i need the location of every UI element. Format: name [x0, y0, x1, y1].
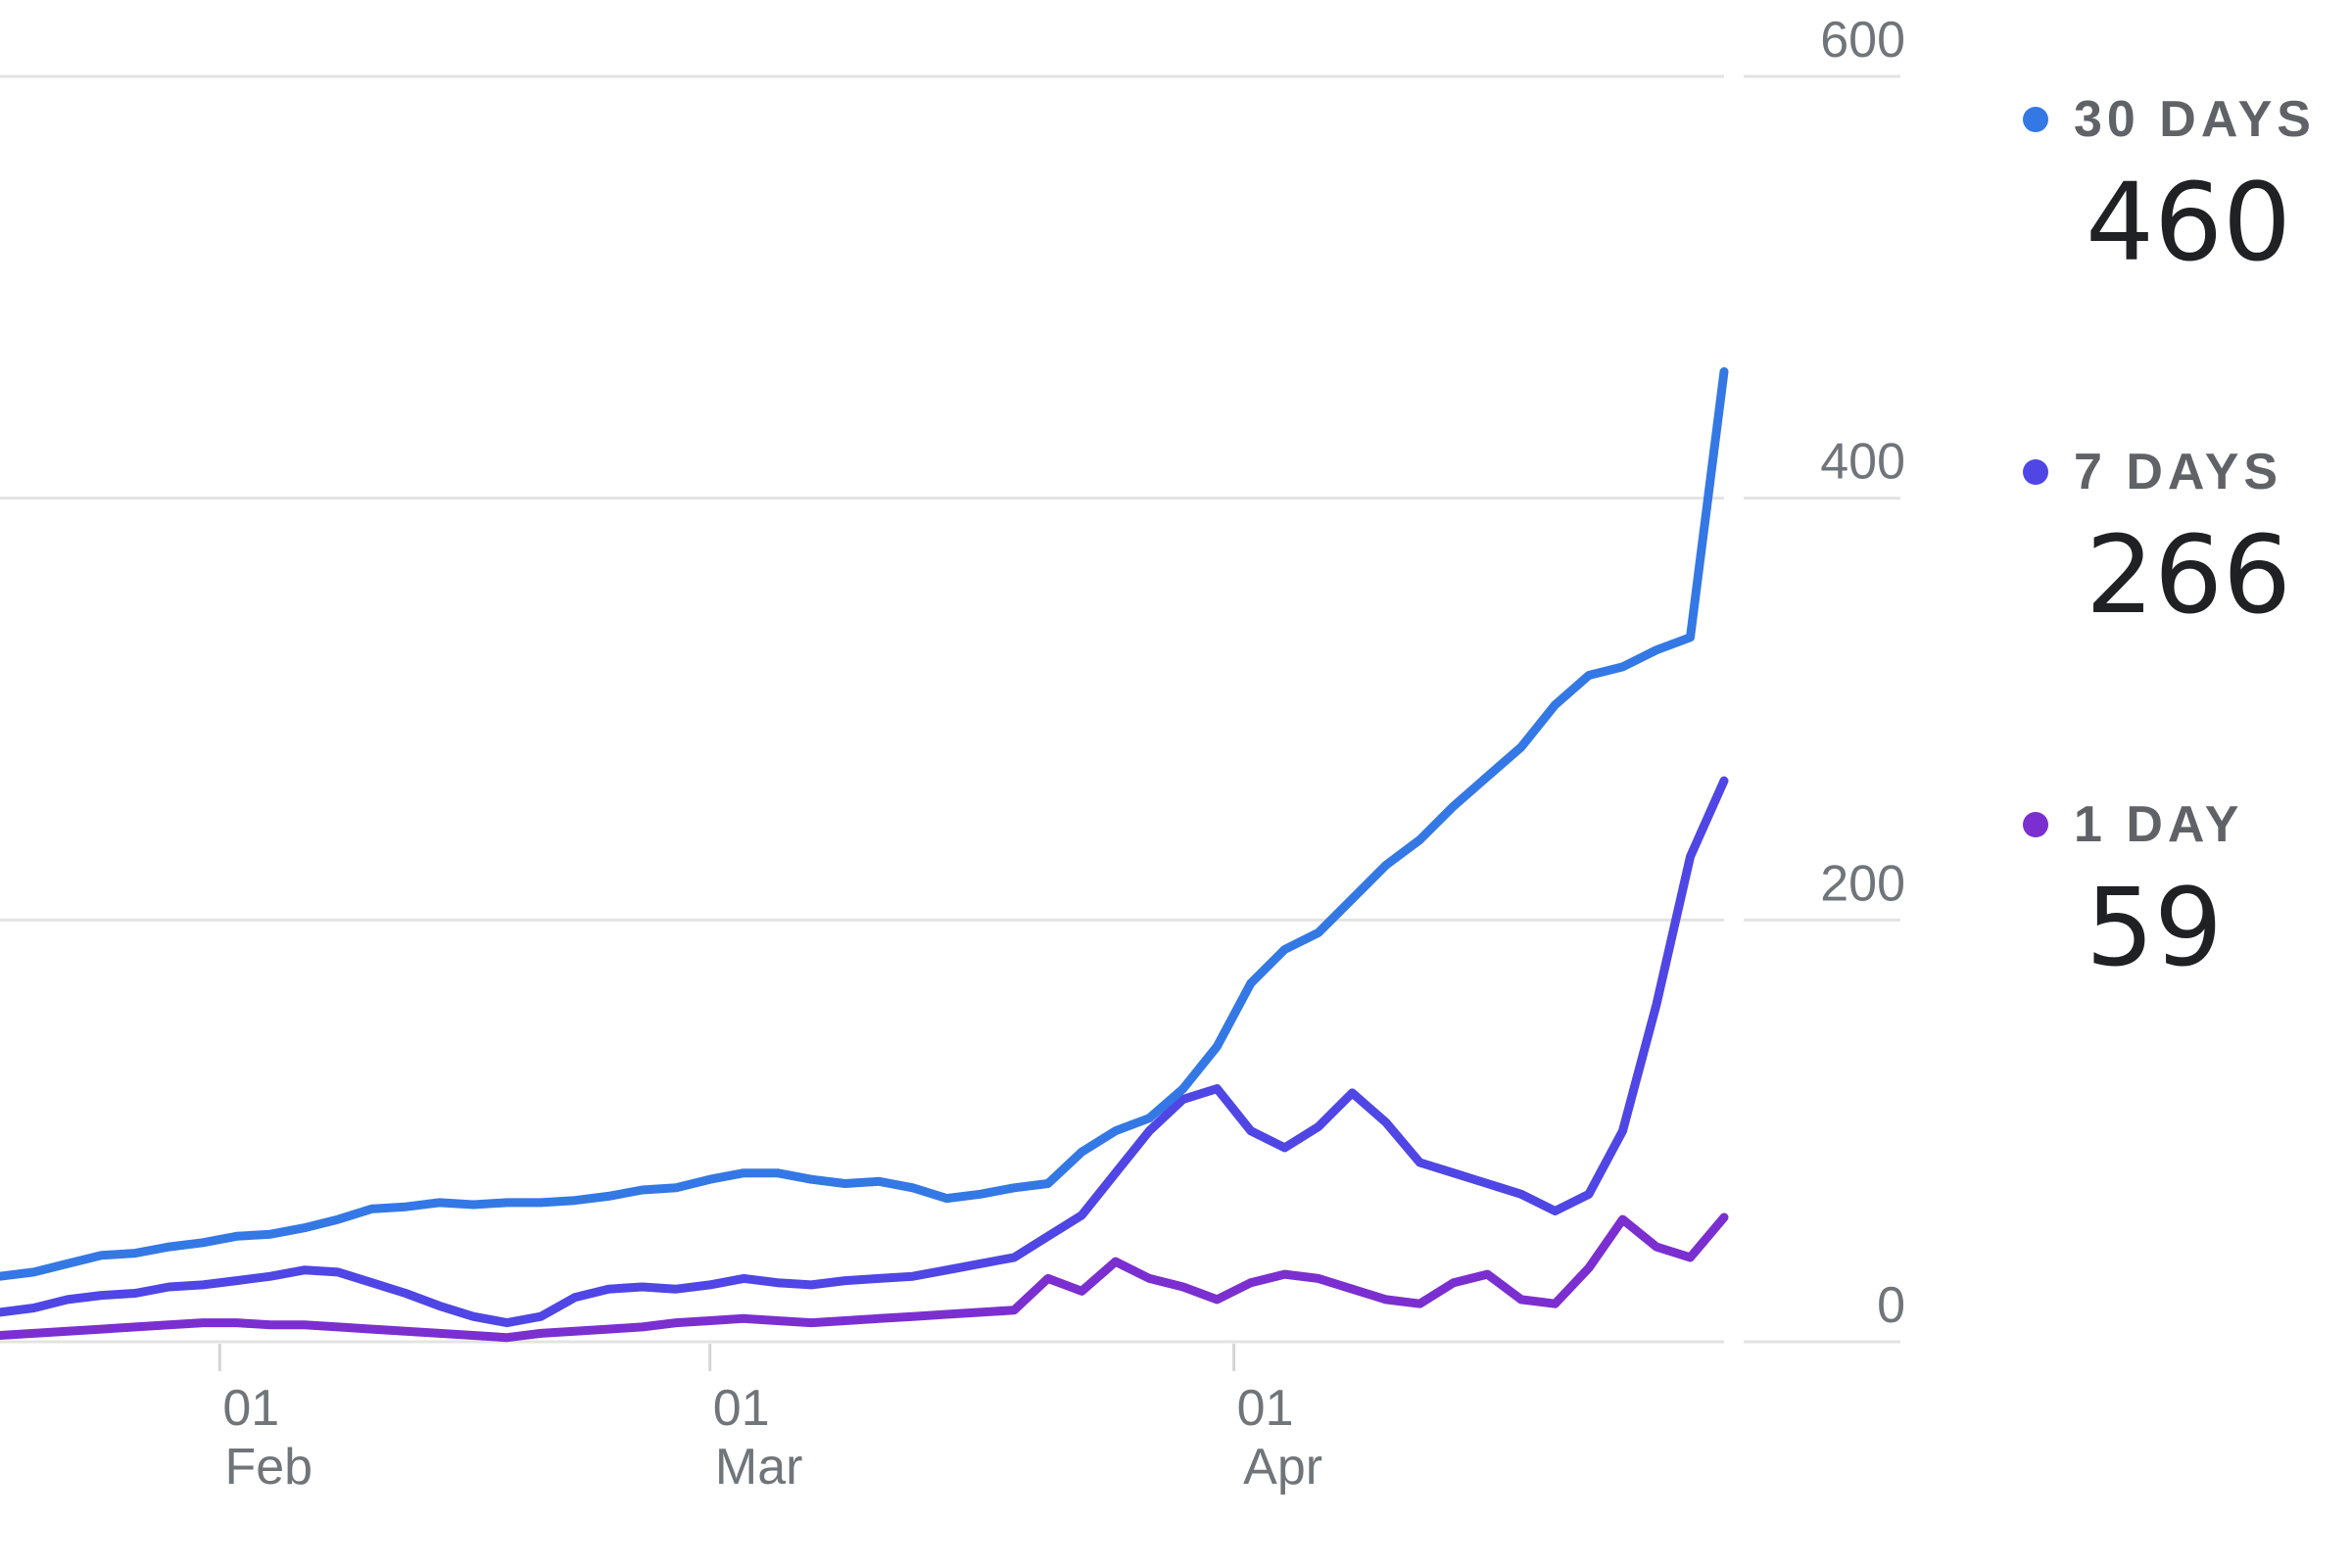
legend-label: 1 DAY	[2074, 796, 2244, 853]
legend-value: 460	[2086, 160, 2291, 285]
gridlines	[0, 74, 1900, 1344]
y-tick-label: 400	[1820, 434, 1905, 491]
legend-item: 30 DAYS 460	[2023, 90, 2316, 276]
series-lines	[0, 367, 1729, 1343]
legend-value: 266	[2086, 512, 2291, 638]
series-line-30-days	[0, 367, 1729, 1281]
legend-item: 7 DAYS 266	[2023, 443, 2291, 629]
x-tick-day: 01	[222, 1380, 279, 1437]
y-axis-ticks: 0 200 400 600	[1820, 12, 1905, 1334]
x-tick-day: 01	[713, 1380, 770, 1437]
x-tick-day: 01	[1237, 1380, 1294, 1437]
y-tick-label: 600	[1820, 12, 1905, 69]
x-tick-month: Feb	[225, 1439, 313, 1496]
legend-label: 7 DAYS	[2074, 444, 2283, 500]
legend-value: 59	[2086, 865, 2223, 990]
legend-dot-icon	[2023, 107, 2048, 132]
series-line-7-days	[0, 776, 1729, 1328]
y-tick-label: 200	[1820, 855, 1905, 912]
legend-dot-icon	[2023, 812, 2048, 837]
y-tick-label: 0	[1877, 1277, 1905, 1334]
legend-label: 30 DAYS	[2074, 91, 2316, 148]
series-line-1-day	[0, 1212, 1729, 1343]
x-tick-month: Apr	[1243, 1439, 1322, 1496]
x-tick-month: Mar	[715, 1439, 803, 1496]
legend-item: 1 DAY 59	[2023, 795, 2243, 981]
legend-dot-icon	[2023, 459, 2048, 485]
